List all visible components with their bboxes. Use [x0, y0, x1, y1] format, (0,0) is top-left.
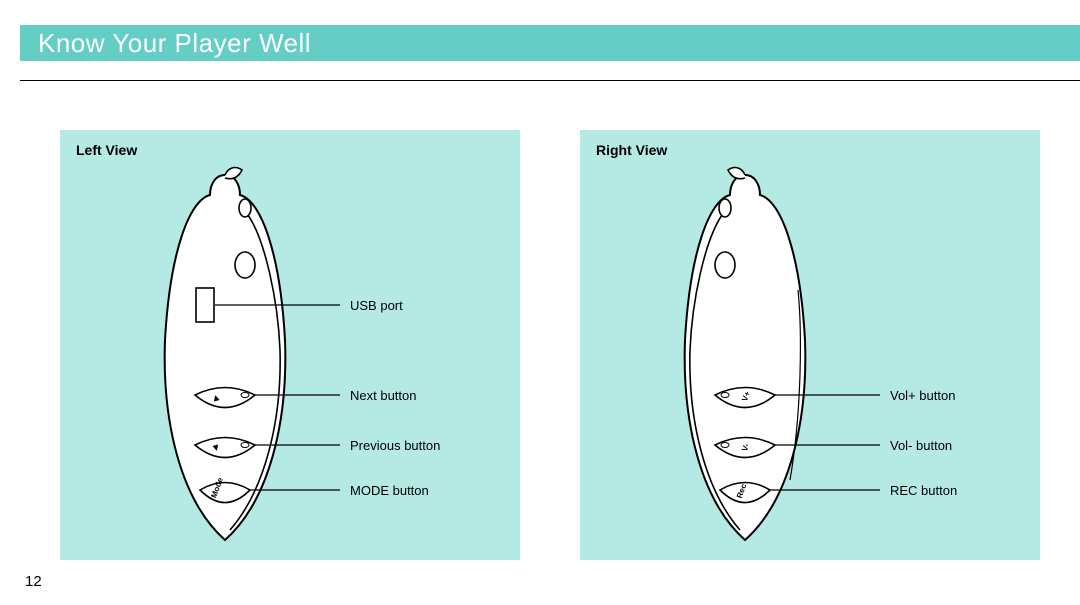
left-panel-title: Left View: [76, 142, 504, 158]
page-title: Know Your Player Well: [38, 28, 311, 59]
callout-volplus-button: Vol+ button: [890, 388, 955, 403]
callout-previous-button: Previous button: [350, 438, 440, 453]
header-bar: Know Your Player Well: [20, 25, 1080, 61]
right-view-panel: Right View V+ V-: [580, 130, 1040, 560]
callout-rec-button: REC button: [890, 483, 957, 498]
left-view-panel: Left View ▲ ▼: [60, 130, 520, 560]
left-device-diagram: ▲ ▼ Mode: [140, 160, 310, 560]
right-device-diagram: V+ V- Rec: [660, 160, 830, 560]
callout-next-button: Next button: [350, 388, 417, 403]
page-number: 12: [25, 573, 42, 590]
callout-usb-port: USB port: [350, 298, 403, 313]
panels-container: Left View ▲ ▼: [60, 130, 1040, 570]
callout-volminus-button: Vol- button: [890, 438, 952, 453]
header-divider: [20, 80, 1080, 81]
callout-mode-button: MODE button: [350, 483, 429, 498]
right-panel-title: Right View: [596, 142, 1024, 158]
